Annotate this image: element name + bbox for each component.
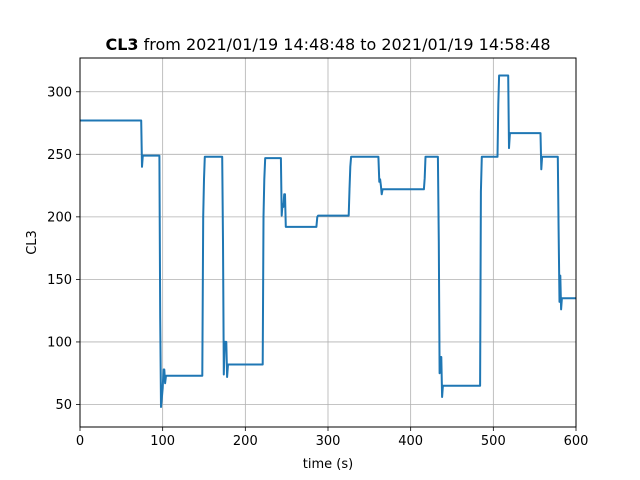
y-tick-label: 200 <box>47 210 72 225</box>
chart-title-bold: CL3 <box>105 35 138 54</box>
y-tick-label: 300 <box>47 85 72 100</box>
y-tick-label: 150 <box>47 273 72 288</box>
chart-title-rest: from 2021/01/19 14:48:48 to 2021/01/19 1… <box>139 35 551 54</box>
chart-title: CL3 from 2021/01/19 14:48:48 to 2021/01/… <box>105 35 550 54</box>
series-line <box>80 74 576 408</box>
series-layer <box>80 74 576 408</box>
grid <box>79 58 577 427</box>
x-tick-label: 200 <box>233 434 258 449</box>
y-tick-label: 250 <box>47 148 72 163</box>
x-axis-label: time (s) <box>303 457 353 472</box>
x-tick-label: 300 <box>316 434 341 449</box>
x-tick-label: 0 <box>76 434 84 449</box>
y-axis-label: CL3 <box>25 230 40 255</box>
y-tick-label: 100 <box>47 335 72 350</box>
x-tick-label: 500 <box>481 434 506 449</box>
x-tick-label: 600 <box>564 434 589 449</box>
ticks: 0 100 200 300 400 500 600 50 100 150 200 250 300 <box>47 85 588 449</box>
y-tick-label: 50 <box>55 398 72 413</box>
x-tick-label: 100 <box>150 434 175 449</box>
x-tick-label: 400 <box>398 434 423 449</box>
